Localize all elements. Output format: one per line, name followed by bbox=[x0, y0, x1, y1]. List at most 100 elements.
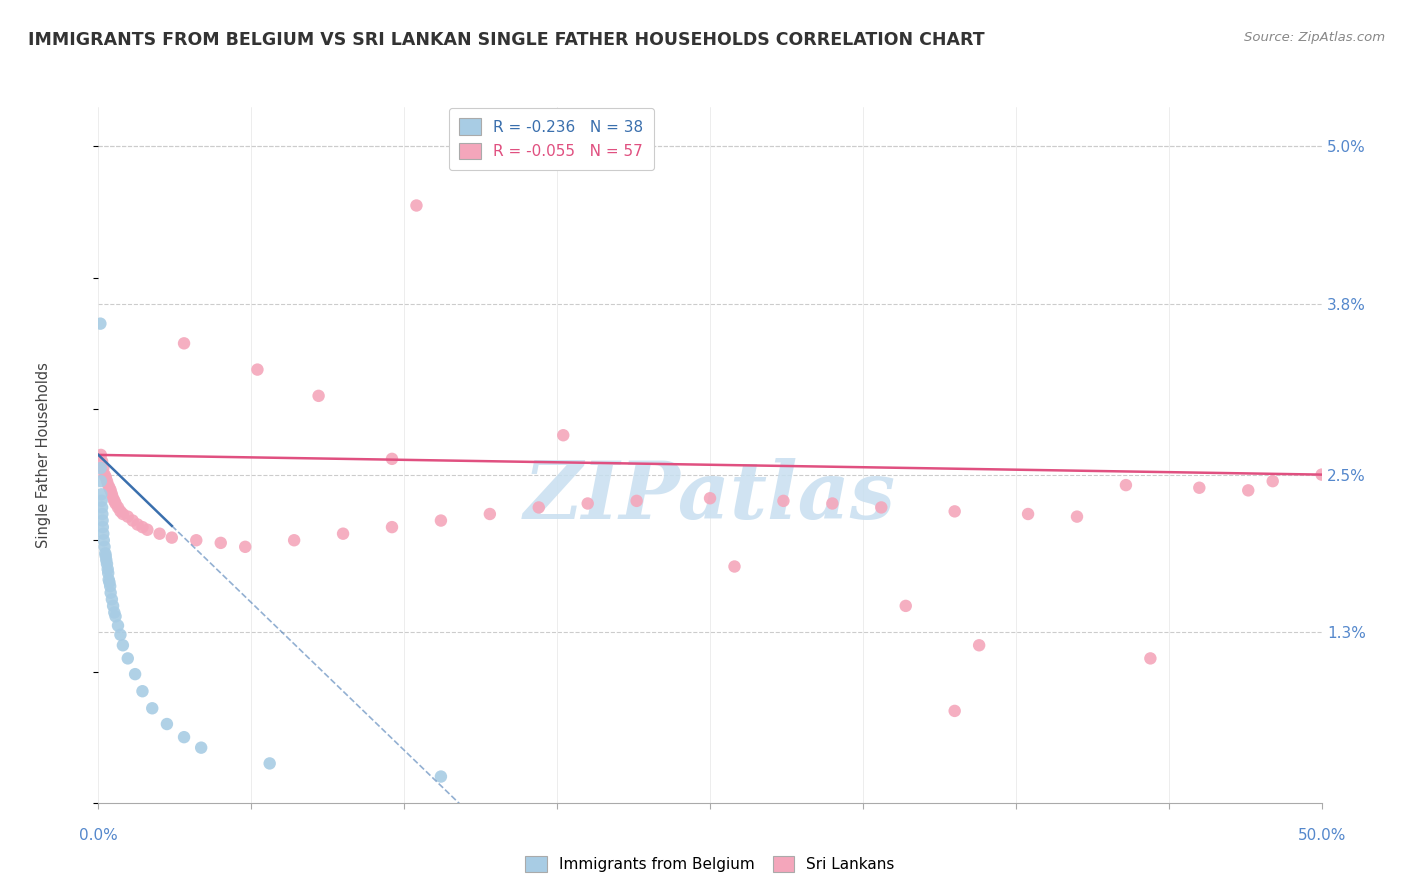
Point bbox=[943, 504, 966, 518]
Point bbox=[190, 740, 212, 755]
Point bbox=[381, 520, 404, 534]
Point bbox=[131, 520, 153, 534]
Text: ZIPatlas: ZIPatlas bbox=[524, 458, 896, 535]
Point bbox=[97, 573, 120, 587]
Point bbox=[117, 651, 139, 665]
Point bbox=[96, 474, 118, 488]
Point bbox=[104, 609, 127, 624]
Point bbox=[96, 553, 118, 567]
Point bbox=[100, 586, 122, 600]
Point bbox=[97, 566, 120, 580]
Point bbox=[723, 559, 745, 574]
Point bbox=[101, 592, 124, 607]
Text: Source: ZipAtlas.com: Source: ZipAtlas.com bbox=[1244, 31, 1385, 45]
Legend: R = -0.236   N = 38, R = -0.055   N = 57: R = -0.236 N = 38, R = -0.055 N = 57 bbox=[449, 108, 654, 170]
Point bbox=[93, 467, 115, 482]
Point bbox=[149, 526, 172, 541]
Point bbox=[894, 599, 917, 613]
Point bbox=[90, 448, 112, 462]
Point bbox=[90, 461, 112, 475]
Point bbox=[772, 494, 794, 508]
Point bbox=[97, 562, 120, 576]
Legend: Immigrants from Belgium, Sri Lankans: Immigrants from Belgium, Sri Lankans bbox=[517, 848, 903, 880]
Point bbox=[110, 628, 132, 642]
Point bbox=[821, 496, 844, 510]
Point bbox=[90, 474, 112, 488]
Point bbox=[246, 362, 269, 376]
Point bbox=[478, 507, 501, 521]
Point bbox=[121, 514, 143, 528]
Point bbox=[96, 557, 118, 571]
Text: 0.0%: 0.0% bbox=[79, 828, 118, 843]
Point bbox=[91, 514, 114, 528]
Point bbox=[89, 317, 111, 331]
Point bbox=[107, 618, 129, 632]
Point bbox=[209, 536, 232, 550]
Point bbox=[160, 531, 183, 545]
Point bbox=[1237, 483, 1260, 498]
Point bbox=[141, 701, 163, 715]
Point bbox=[101, 491, 124, 506]
Point bbox=[98, 575, 121, 590]
Point bbox=[100, 483, 122, 498]
Point bbox=[259, 756, 281, 771]
Point bbox=[93, 533, 115, 548]
Point bbox=[186, 533, 208, 548]
Point bbox=[94, 549, 117, 563]
Point bbox=[173, 730, 195, 744]
Point bbox=[430, 770, 453, 784]
Point bbox=[110, 504, 132, 518]
Point bbox=[111, 638, 134, 652]
Point bbox=[91, 507, 114, 521]
Point bbox=[626, 494, 648, 508]
Point bbox=[91, 520, 114, 534]
Point bbox=[233, 540, 256, 554]
Point bbox=[870, 500, 893, 515]
Text: 50.0%: 50.0% bbox=[1298, 828, 1346, 843]
Point bbox=[127, 517, 149, 532]
Point bbox=[553, 428, 575, 442]
Point bbox=[405, 198, 427, 212]
Point bbox=[94, 470, 117, 484]
Point bbox=[1066, 509, 1088, 524]
Point bbox=[136, 523, 159, 537]
Point bbox=[111, 507, 134, 521]
Point bbox=[943, 704, 966, 718]
Point bbox=[117, 509, 139, 524]
Point bbox=[94, 546, 117, 560]
Point bbox=[98, 481, 121, 495]
Point bbox=[91, 461, 114, 475]
Point bbox=[967, 638, 990, 652]
Point bbox=[91, 500, 114, 515]
Point bbox=[332, 526, 354, 541]
Text: Single Father Households: Single Father Households bbox=[37, 362, 51, 548]
Point bbox=[101, 487, 124, 501]
Point bbox=[381, 451, 404, 466]
Point bbox=[97, 478, 120, 492]
Point bbox=[1115, 478, 1137, 492]
Point bbox=[103, 606, 125, 620]
Point bbox=[91, 454, 114, 468]
Point bbox=[98, 579, 121, 593]
Point bbox=[124, 667, 146, 681]
Point bbox=[173, 336, 195, 351]
Point bbox=[1017, 507, 1039, 521]
Point bbox=[527, 500, 550, 515]
Point bbox=[1310, 467, 1333, 482]
Point bbox=[1139, 651, 1161, 665]
Point bbox=[107, 500, 129, 515]
Point bbox=[430, 514, 453, 528]
Point bbox=[1261, 474, 1284, 488]
Point bbox=[576, 496, 599, 510]
Point bbox=[90, 487, 112, 501]
Point bbox=[91, 526, 114, 541]
Point bbox=[1188, 481, 1211, 495]
Point bbox=[308, 389, 330, 403]
Text: IMMIGRANTS FROM BELGIUM VS SRI LANKAN SINGLE FATHER HOUSEHOLDS CORRELATION CHART: IMMIGRANTS FROM BELGIUM VS SRI LANKAN SI… bbox=[28, 31, 984, 49]
Point bbox=[131, 684, 153, 698]
Point bbox=[104, 496, 127, 510]
Point bbox=[90, 494, 112, 508]
Point bbox=[283, 533, 305, 548]
Point bbox=[93, 540, 115, 554]
Point bbox=[101, 599, 124, 613]
